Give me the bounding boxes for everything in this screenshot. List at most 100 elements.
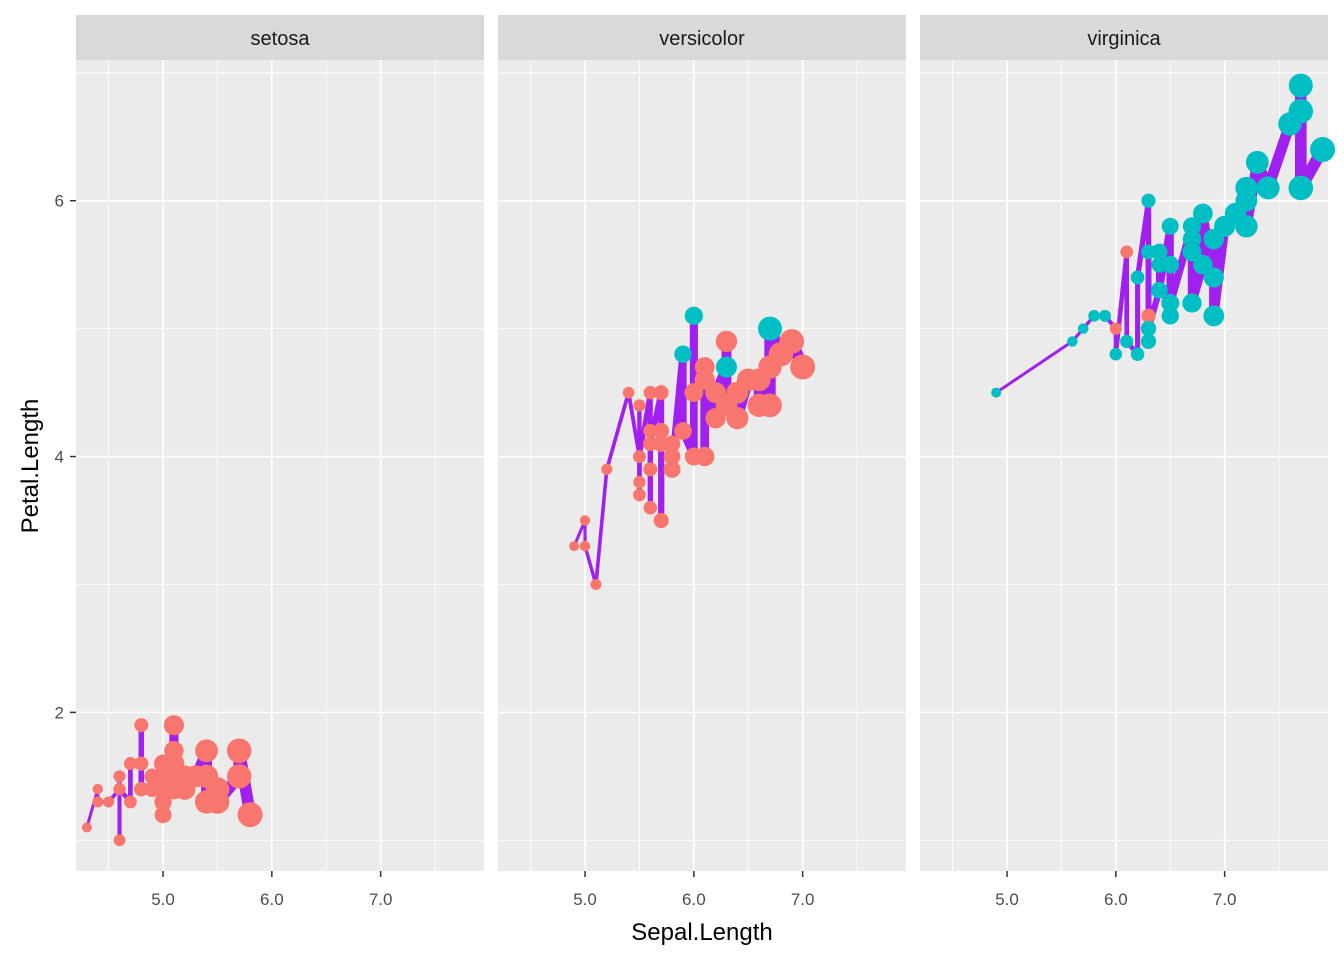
data-point [1141, 308, 1156, 324]
x-tick-label: 7.0 [1213, 890, 1237, 909]
data-point [1161, 217, 1179, 235]
x-tick-label: 7.0 [791, 890, 815, 909]
data-point [1140, 320, 1157, 337]
facet-strip-label: versicolor [659, 28, 745, 50]
data-point [633, 488, 646, 502]
data-point [227, 764, 252, 789]
data-point [663, 460, 681, 478]
data-point [1203, 267, 1224, 288]
data-point [633, 475, 646, 489]
data-point [695, 446, 715, 467]
x-axis: 5.0 6.0 7.0 [573, 871, 814, 909]
data-point [205, 789, 230, 814]
data-point [237, 802, 263, 828]
data-point [1310, 137, 1336, 163]
data-points [991, 73, 1336, 398]
x-tick-label: 5.0 [151, 890, 175, 909]
data-point [1182, 293, 1202, 313]
x-axis-title: Sepal.Length [631, 919, 772, 946]
data-point [1109, 322, 1122, 335]
data-point [579, 540, 591, 552]
data-point [1130, 347, 1145, 362]
data-point [653, 423, 670, 439]
line-segment [604, 390, 631, 472]
x-tick-label: 7.0 [369, 890, 393, 909]
data-point [991, 387, 1002, 398]
data-point [1235, 176, 1258, 200]
data-points [81, 715, 263, 847]
data-point [790, 354, 816, 380]
data-point [663, 448, 681, 465]
data-point [1203, 305, 1225, 327]
data-point [226, 738, 252, 764]
line-segment [583, 544, 598, 587]
data-point [1182, 242, 1202, 262]
data-point [674, 345, 692, 363]
data-point [134, 718, 149, 733]
data-point [1288, 73, 1313, 98]
line-segment [994, 339, 1074, 395]
data-point [1067, 336, 1078, 347]
data-point [674, 422, 692, 440]
data-point [154, 806, 172, 824]
data-point [601, 463, 613, 475]
data-point [103, 796, 115, 808]
facet-panel-virginica: virginica 5.0 6.0 7.0 [920, 15, 1336, 909]
x-tick-label: 6.0 [1104, 890, 1128, 909]
data-point [622, 386, 635, 399]
data-point [1288, 175, 1314, 201]
x-tick-label: 6.0 [260, 890, 284, 909]
facet-panel-versicolor: versicolor 5.0 6.0 7.0 [498, 15, 906, 909]
data-point [1192, 203, 1213, 224]
data-point [569, 541, 580, 552]
data-point [715, 330, 738, 353]
data-point [92, 783, 103, 795]
data-point [663, 435, 681, 452]
data-point [1150, 281, 1168, 299]
panel-background [76, 60, 484, 871]
data-point [579, 515, 591, 526]
y-tick-label: 2 [55, 703, 64, 722]
data-point [653, 385, 669, 400]
gridlines [76, 60, 484, 871]
x-axis: 5.0 6.0 7.0 [151, 871, 392, 909]
data-point [643, 385, 658, 400]
data-point [1288, 98, 1314, 124]
data-point [1120, 334, 1134, 349]
data-point [779, 329, 805, 354]
data-point [684, 306, 703, 325]
data-point [163, 715, 185, 736]
data-point [1088, 310, 1100, 322]
data-point [1161, 307, 1179, 325]
x-axis: 5.0 6.0 7.0 [995, 871, 1236, 909]
data-point [113, 782, 126, 796]
gridlines [920, 60, 1328, 871]
data-point [1098, 309, 1111, 322]
facet-strip [76, 15, 484, 60]
data-point [633, 399, 646, 412]
data-point [758, 393, 782, 418]
data-point [134, 756, 149, 771]
data-point [643, 423, 658, 439]
data-point [1182, 217, 1202, 236]
data-point [123, 757, 137, 771]
data-point [1161, 294, 1180, 313]
line-segment [85, 787, 100, 830]
facet-strip-label: setosa [251, 28, 311, 50]
data-point [726, 407, 749, 430]
y-axis: 2 4 6 [55, 192, 76, 722]
data-point [1130, 270, 1145, 285]
data-point [643, 462, 658, 477]
x-tick-label: 5.0 [573, 890, 597, 909]
data-point [1077, 323, 1089, 334]
data-point [113, 770, 126, 783]
facet-panel-setosa: setosa 5.0 6.0 7.0 [76, 15, 484, 909]
data-point [154, 793, 172, 811]
data-point [1140, 333, 1157, 350]
data-point [195, 739, 218, 763]
data-point [715, 356, 737, 378]
x-tick-label: 5.0 [995, 890, 1019, 909]
data-point [684, 383, 704, 402]
facet-strip [920, 15, 1328, 60]
